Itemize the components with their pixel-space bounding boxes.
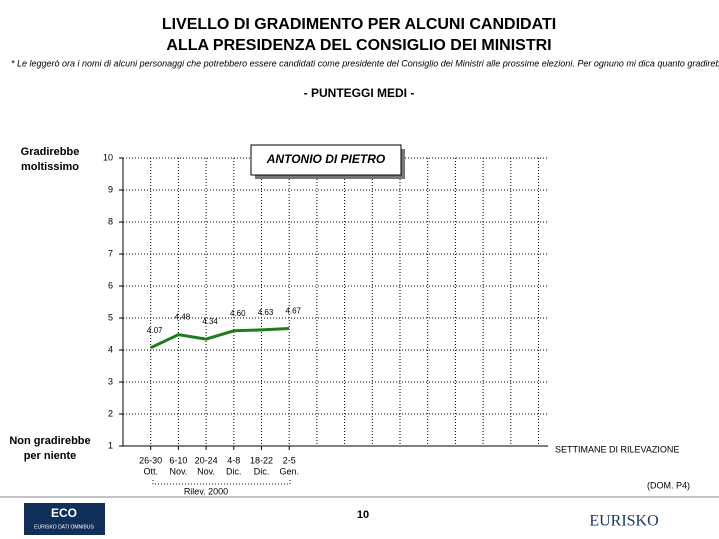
title-line: LIVELLO DI GRADIMENTO PER ALCUNI CANDIDA… — [162, 16, 556, 33]
x-tick-sublabel: Nov. — [169, 466, 187, 476]
y-bottom-label: per niente — [24, 450, 77, 462]
x-tick-label: 26-30 — [139, 455, 162, 465]
logo-left-sub: EURISKO DATI OMNIBUS — [34, 524, 94, 530]
note: * Le leggerò ora i nomi di alcuni person… — [11, 58, 719, 68]
y-top-label: moltissimo — [21, 161, 79, 173]
x-tick-label: 20-24 — [195, 455, 218, 465]
x-tick-sublabel: Gen. — [279, 466, 299, 476]
x-tick-label: 6-10 — [169, 455, 187, 465]
series-line — [150, 327, 290, 350]
y-tick-label: 5 — [108, 312, 113, 322]
x-tick-sublabel: Nov. — [197, 466, 215, 476]
x-axis-title: SETTIMANE DI RILEVAZIONE — [555, 444, 679, 454]
value-label: 4.60 — [230, 309, 246, 318]
x-tick-sublabel: Dic. — [226, 466, 242, 476]
x-group-label: Rilev. 2000 — [184, 486, 228, 496]
y-tick-label: 2 — [108, 408, 113, 418]
title-line: ALLA PRESIDENZA DEL CONSIGLIO DEI MINIST… — [166, 37, 551, 54]
group-bracket — [152, 480, 291, 485]
x-tick-sublabel: Dic. — [254, 466, 270, 476]
y-tick-label: 10 — [103, 152, 113, 162]
y-tick-label: 3 — [108, 376, 113, 386]
x-tick-label: 18-22 — [250, 455, 273, 465]
y-tick-label: 9 — [108, 184, 113, 194]
x-tick-label: 4-8 — [227, 455, 240, 465]
source: (DOM. P4) — [647, 480, 690, 490]
legend-label: ANTONIO DI PIETRO — [266, 152, 386, 166]
page-number: 10 — [357, 509, 369, 521]
y-tick-label: 8 — [108, 216, 113, 226]
value-label: 4.63 — [258, 308, 274, 317]
y-tick-label: 6 — [108, 280, 113, 290]
value-label: 4.48 — [175, 313, 191, 322]
value-label: 4.34 — [202, 317, 218, 326]
y-tick-label: 7 — [108, 248, 113, 258]
y-tick-label: 1 — [108, 440, 113, 450]
logo-left-box — [24, 503, 105, 535]
logo-right: EURISKO — [589, 513, 658, 530]
y-tick-label: 4 — [108, 344, 113, 354]
legend-box — [250, 144, 402, 176]
logo-left: ECO — [51, 506, 77, 520]
x-tick-sublabel: Ott. — [143, 466, 158, 476]
value-label: 4.07 — [147, 326, 163, 335]
y-bottom-label: Non gradirebbe — [9, 435, 90, 447]
subtitle: - PUNTEGGI MEDI - — [304, 86, 415, 100]
y-top-label: Gradirebbe — [21, 146, 80, 158]
value-label: 4.67 — [285, 307, 301, 316]
x-tick-label: 2-5 — [283, 455, 296, 465]
